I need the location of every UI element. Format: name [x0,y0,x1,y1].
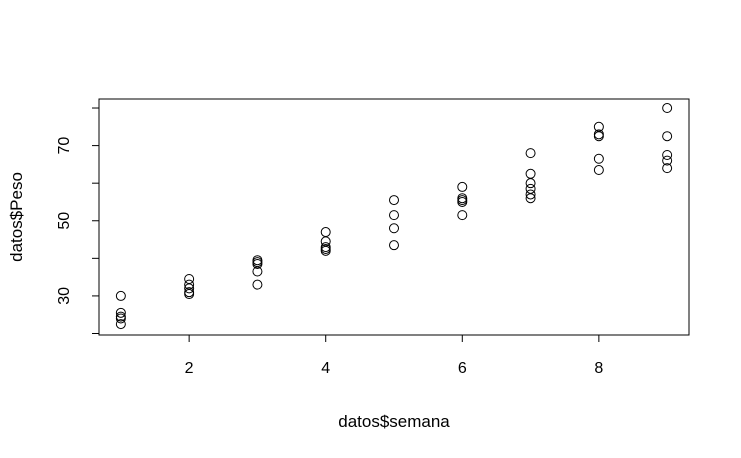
y-axis: 30 50 70 [56,107,99,334]
data-point [457,181,468,192]
data-point [115,307,126,318]
x-tick-label: 6 [458,360,467,377]
data-point [662,155,673,166]
data-point [593,131,604,142]
data-point [320,245,331,256]
data-point [525,148,536,159]
x-tick-label: 8 [594,360,603,377]
x-axis: 2 4 6 8 [185,335,603,377]
plot-box [98,98,690,336]
data-point [389,240,399,251]
data-point [389,210,399,221]
data-point [662,103,673,114]
x-tick-label: 4 [321,360,330,377]
data-point [389,195,399,206]
data-point [525,189,536,200]
data-point [184,283,195,294]
data-point [662,163,673,174]
data-points [115,103,673,330]
data-point [525,168,536,179]
x-tick-label: 2 [185,360,194,377]
data-point [593,165,604,176]
data-point [252,258,263,269]
data-point [115,319,126,330]
y-axis-title: datos$Peso [7,172,26,262]
data-point [457,196,468,207]
data-point [457,210,468,221]
data-point [115,313,126,324]
data-point [593,153,604,164]
data-point [252,257,263,268]
y-tick-label: 50 [56,212,73,230]
data-point [457,195,468,206]
data-point [184,289,195,300]
data-point [662,131,673,142]
data-point [115,290,126,301]
data-point [389,223,399,234]
data-point [662,149,673,160]
y-tick-label: 30 [56,287,73,305]
data-point [252,266,263,277]
y-tick-label: 70 [56,137,73,155]
data-point [525,178,536,189]
data-point [320,227,331,238]
data-point [525,193,536,204]
x-axis-title: datos$semana [338,412,450,431]
data-point [252,279,263,290]
